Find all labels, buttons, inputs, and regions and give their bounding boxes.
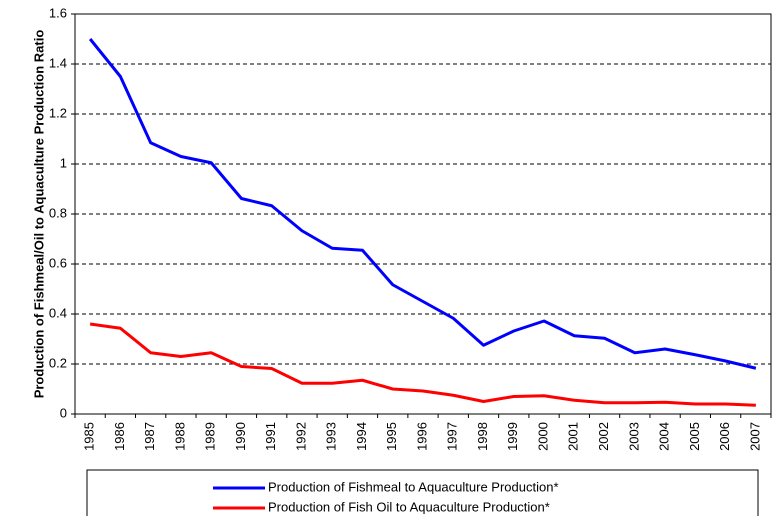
x-tick-label: 1989 <box>203 422 218 451</box>
x-tick-label: 1992 <box>293 422 308 451</box>
y-tick-label: 0.6 <box>49 255 67 270</box>
series-line <box>89 322 756 407</box>
legend-label: Production of Fishmeal to Aquaculture Pr… <box>268 479 559 494</box>
x-tick-label: 1996 <box>414 422 429 451</box>
x-tick-label: 1994 <box>354 422 369 451</box>
x-tick-label: 1991 <box>263 422 278 451</box>
legend-box <box>86 469 759 516</box>
y-tick-label: 1 <box>60 155 67 170</box>
x-tick-label: 1993 <box>324 422 339 451</box>
x-tick-label: 2006 <box>717 422 732 451</box>
y-tick-label: 0 <box>60 405 67 420</box>
y-tick-label: 0.2 <box>49 355 67 370</box>
y-tick-label: 1.6 <box>49 5 67 20</box>
y-tick-label: 0.4 <box>49 305 67 320</box>
x-tick-label: 1986 <box>112 422 127 451</box>
x-tick-label: 2005 <box>687 422 702 451</box>
x-tick-label: 2000 <box>535 422 550 451</box>
x-tick-label: 1995 <box>384 422 399 451</box>
x-tick-label: 1997 <box>445 422 460 451</box>
x-tick-label: 2002 <box>596 422 611 451</box>
x-tick-label: 1999 <box>505 422 520 451</box>
y-tick-label: 1.4 <box>49 55 67 70</box>
series-line <box>88 38 757 370</box>
x-tick-label: 2004 <box>657 422 672 451</box>
x-tick-label: 1998 <box>475 422 490 451</box>
plot-frame <box>74 13 772 415</box>
x-tick-label: 1990 <box>233 422 248 451</box>
x-tick-label: 1985 <box>82 422 97 451</box>
x-tick-label: 2003 <box>626 422 641 451</box>
legend-label: Production of Fish Oil to Aquaculture Pr… <box>268 499 550 514</box>
x-tick-label: 1988 <box>172 422 187 451</box>
x-tick-label: 1987 <box>142 422 157 451</box>
x-tick-label: 2007 <box>747 422 762 451</box>
x-tick-label: 2001 <box>566 422 581 451</box>
y-tick-label: 0.8 <box>49 205 67 220</box>
y-tick-label: 1.2 <box>49 105 67 120</box>
y-axis-label: Production of Fishmeal/Oil to Aquacultur… <box>31 30 46 399</box>
